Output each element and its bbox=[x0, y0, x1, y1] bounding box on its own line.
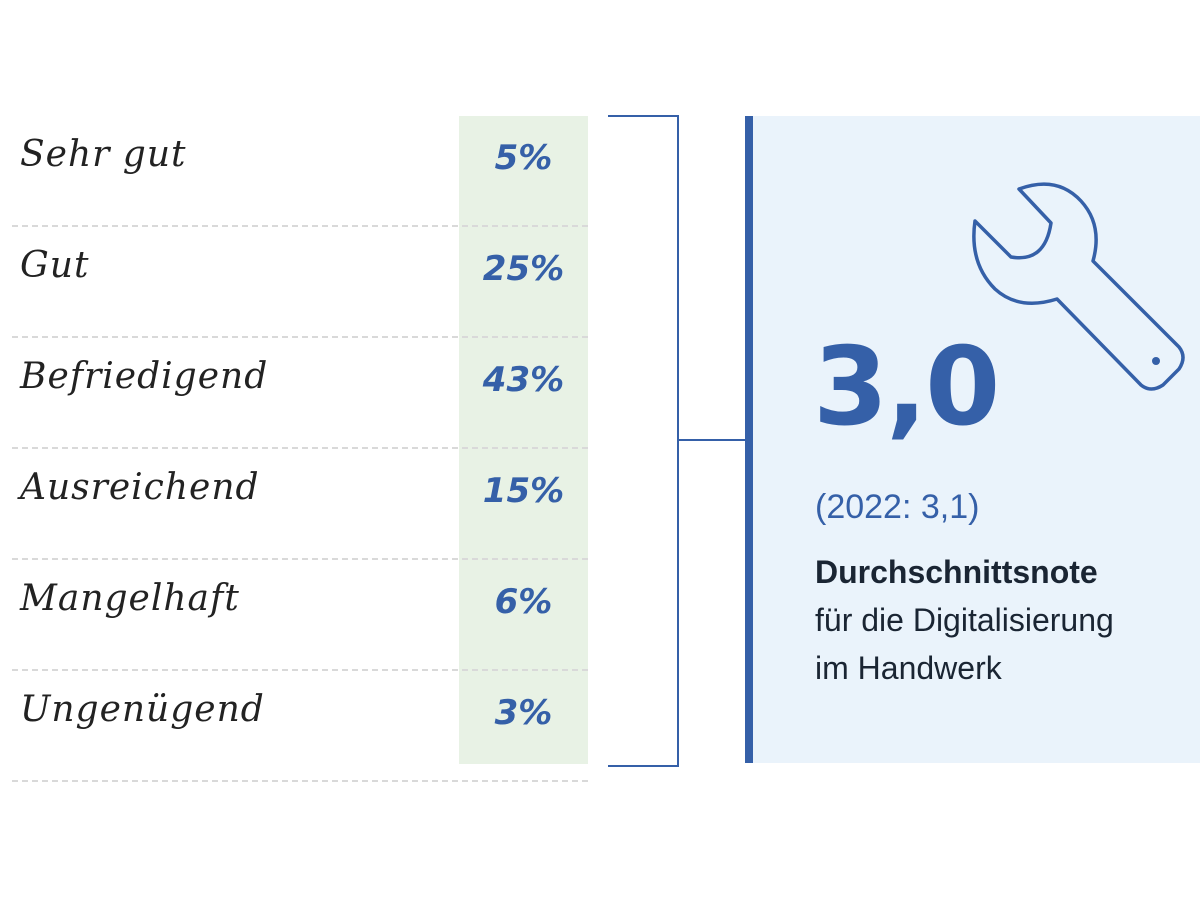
grade-table: Sehr gut 5% Gut 25% Befriedigend 43% Ausreiche… bbox=[12, 116, 588, 782]
summary-headline: Durchschnittsnote bbox=[815, 554, 1098, 590]
grade-row: Gut 25% bbox=[12, 227, 588, 338]
grade-percentage: 3% bbox=[494, 693, 553, 733]
summary-panel: 3,0 (2022: 3,1) Durchschnittsnote für di… bbox=[745, 116, 1200, 763]
grade-percentage: 25% bbox=[482, 249, 565, 289]
grade-percentage: 43% bbox=[482, 360, 565, 400]
percentage-column-background bbox=[459, 116, 588, 764]
summary-description-line-1: für die Digitalisierung bbox=[815, 602, 1114, 638]
grade-label: Ungenügend bbox=[20, 689, 265, 730]
grade-row: Sehr gut 5% bbox=[12, 116, 588, 227]
grade-row: Ungenügend 3% bbox=[12, 671, 588, 782]
wrench-icon bbox=[972, 182, 1185, 391]
grade-label: Sehr gut bbox=[20, 134, 187, 175]
grade-label: Befriedigend bbox=[20, 356, 269, 397]
grade-row: Befriedigend 43% bbox=[12, 338, 588, 449]
grade-label: Gut bbox=[20, 245, 90, 286]
grade-percentage: 5% bbox=[494, 138, 553, 178]
previous-year-grade: (2022: 3,1) bbox=[815, 488, 980, 526]
bracket-connector bbox=[608, 115, 745, 767]
grade-percentage: 15% bbox=[482, 471, 565, 511]
grade-row: Mangelhaft 6% bbox=[12, 560, 588, 671]
grade-label: Ausreichend bbox=[20, 467, 260, 508]
summary-description-line-2: im Handwerk bbox=[815, 650, 1002, 686]
grade-row: Ausreichend 15% bbox=[12, 449, 588, 560]
grade-percentage: 6% bbox=[494, 582, 553, 622]
average-grade-value: 3,0 bbox=[813, 325, 1000, 450]
grade-label: Mangelhaft bbox=[20, 578, 240, 619]
